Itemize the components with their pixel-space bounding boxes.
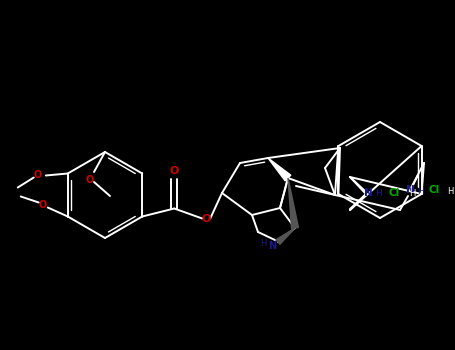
Text: O: O [39, 199, 47, 210]
Text: H: H [447, 187, 453, 196]
Polygon shape [288, 178, 298, 229]
Text: O: O [86, 175, 94, 185]
Text: H: H [409, 189, 415, 198]
Text: O: O [34, 170, 42, 181]
Polygon shape [268, 158, 291, 181]
Polygon shape [276, 228, 295, 244]
Text: N: N [364, 188, 372, 198]
Text: Cl: Cl [428, 185, 440, 195]
Text: O: O [170, 166, 179, 175]
Text: N: N [268, 241, 276, 251]
Text: O: O [202, 215, 211, 224]
Text: H: H [417, 187, 423, 196]
Text: N: N [405, 185, 415, 195]
Text: H: H [376, 189, 382, 198]
Text: Cl: Cl [389, 188, 399, 198]
Text: H: H [260, 239, 266, 248]
